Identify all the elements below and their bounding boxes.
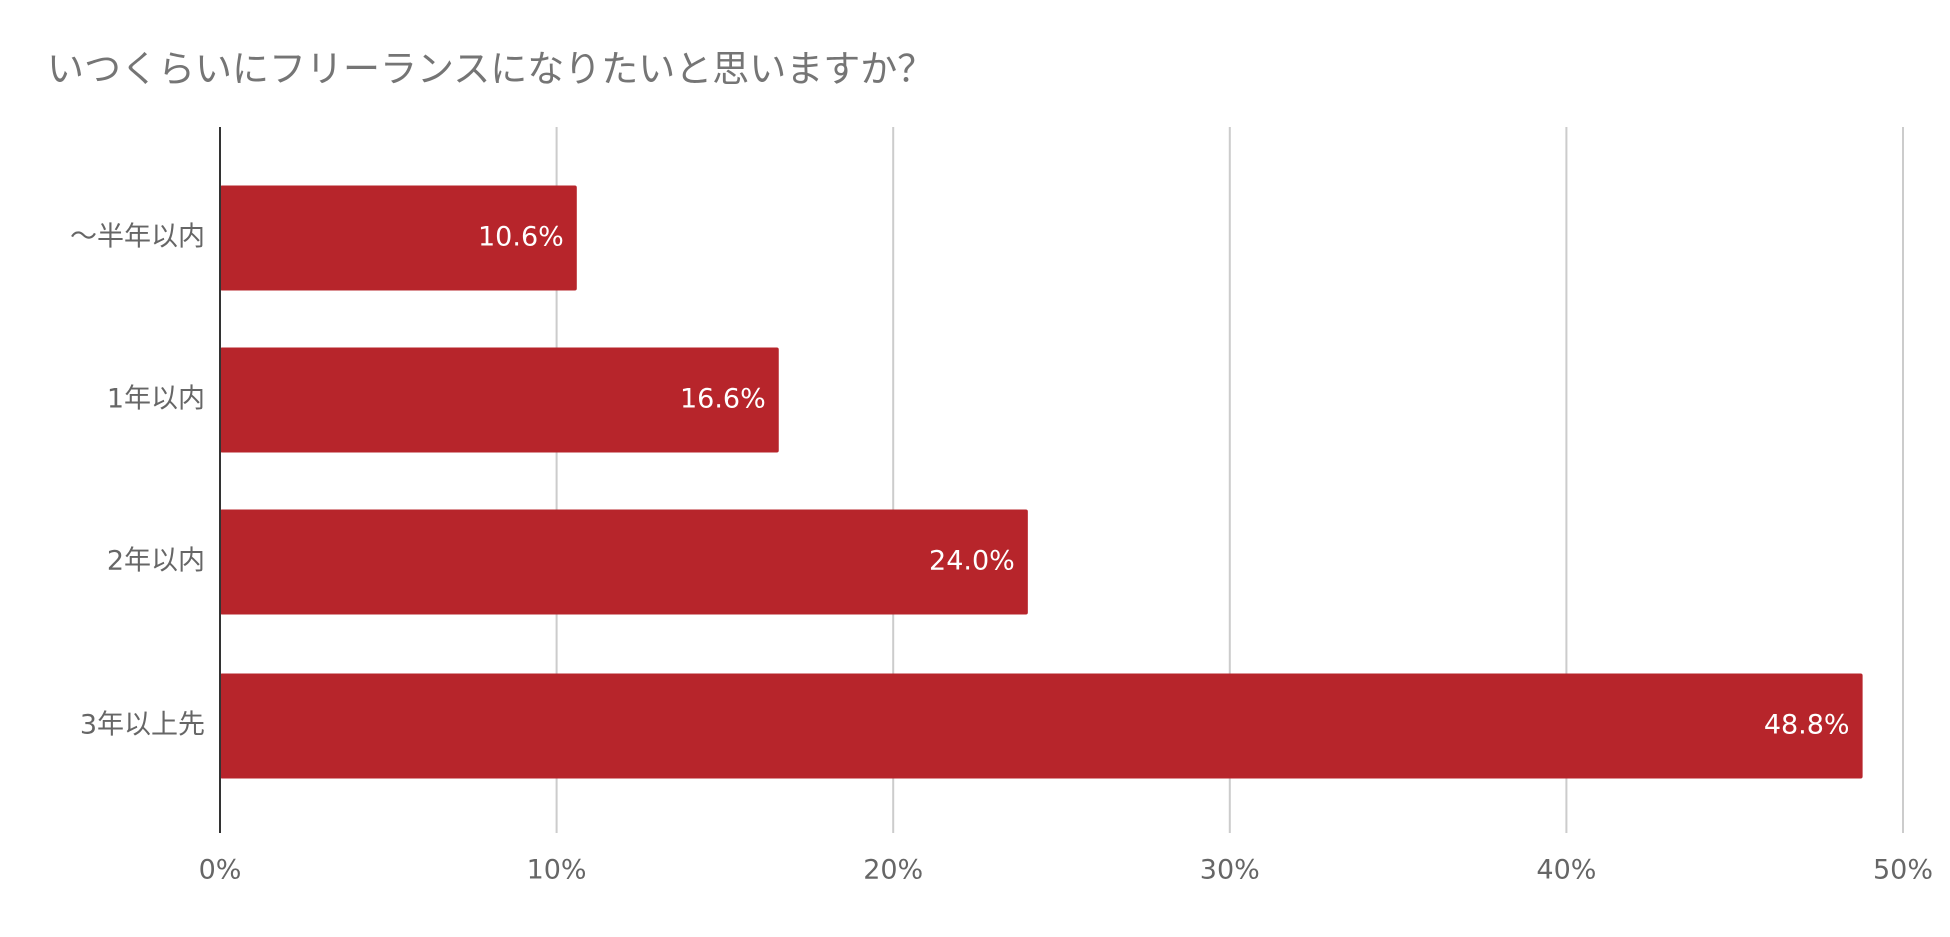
x-tick-label: 30%: [1200, 855, 1260, 886]
y-tick-label: 3年以上先: [80, 710, 205, 741]
y-tick-label: 2年以内: [107, 546, 205, 577]
bar: [220, 509, 1028, 615]
y-tick-label: 1年以内: [107, 384, 205, 415]
chart-title: いつくらいにフリーランスになりたいと思いますか？: [47, 48, 934, 91]
value-label: 24.0%: [929, 546, 1015, 577]
value-label: 10.6%: [478, 222, 564, 253]
x-tick-label: 10%: [527, 855, 587, 886]
x-tick-label: 0%: [199, 855, 242, 886]
x-tick-label: 20%: [863, 855, 923, 886]
x-tick-label: 50%: [1873, 855, 1933, 886]
y-tick-label: ～半年以内: [70, 222, 205, 253]
bar: [220, 185, 577, 291]
bar: [220, 673, 1863, 779]
value-label: 16.6%: [680, 384, 766, 415]
x-tick-label: 40%: [1536, 855, 1596, 886]
bar: [220, 347, 779, 453]
value-label: 48.8%: [1764, 710, 1850, 741]
